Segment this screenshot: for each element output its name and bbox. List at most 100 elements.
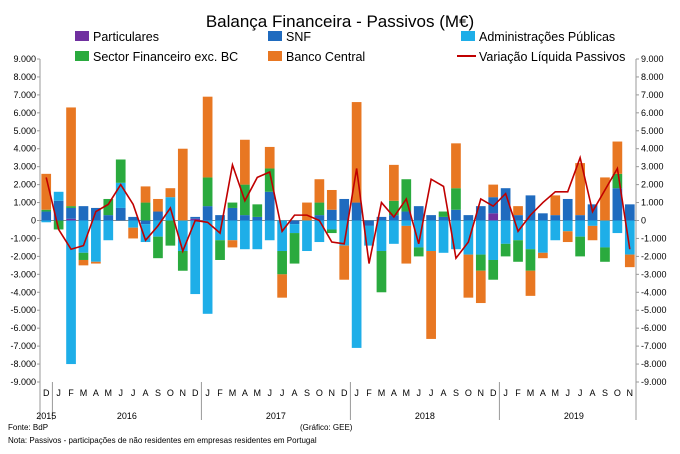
bar-particulares (488, 213, 499, 221)
y-tick-label-left: -8.000 (10, 359, 36, 369)
y-tick-label-right: 7.000 (641, 90, 664, 100)
bar-adm_publicas (426, 220, 436, 252)
x-year-label: 2019 (564, 411, 584, 421)
bar-banco_central (401, 225, 412, 264)
bar-snf (451, 209, 461, 221)
bar-snf (78, 206, 89, 221)
x-month-label: S (453, 388, 459, 398)
note-text: Nota: Passivos - participações de não re… (8, 436, 317, 445)
bar-banco_central (600, 177, 610, 221)
legend-label-particulares: Particulares (93, 30, 159, 44)
x-year-label: 2016 (117, 411, 137, 421)
bar-snf (264, 191, 275, 221)
bar-sector_fin (612, 173, 623, 189)
y-tick-label-left: 6.000 (13, 108, 36, 118)
bar-snf (215, 215, 225, 221)
y-tick-label-left: 5.000 (13, 126, 36, 136)
bar-snf (562, 198, 573, 221)
legend: Particulares SNF Administrações Públicas… (75, 30, 625, 64)
y-tick-label-left: 0 (31, 216, 36, 226)
x-month-label: M (105, 388, 113, 398)
bar-banco_central (277, 274, 287, 298)
bar-adm_publicas (264, 220, 275, 241)
bar-sector_fin (53, 220, 64, 230)
bar-snf (227, 207, 238, 221)
bar-banco_central (475, 270, 486, 304)
x-month-label: J (267, 388, 272, 398)
bar-sector_fin (78, 252, 89, 260)
bar-adm_publicas (389, 220, 399, 244)
x-year-label: 2018 (415, 411, 435, 421)
y-tick-label-right: 8.000 (641, 72, 664, 82)
bar-sector_fin (500, 243, 511, 257)
bar-sector_fin (575, 236, 585, 257)
bar-snf (252, 216, 263, 221)
x-month-label: S (155, 388, 161, 398)
y-tick-label-left: 7.000 (13, 90, 36, 100)
bar-snf (538, 213, 548, 221)
x-month-label: N (329, 388, 336, 398)
y-tick-label-left: -3.000 (10, 269, 36, 279)
bar-banco_central (513, 206, 523, 216)
bar-adm_publicas (401, 220, 412, 226)
legend-swatch-adm-publicas (461, 31, 475, 41)
legend-swatch-sector-fin (75, 51, 89, 61)
x-month-label: N (180, 388, 187, 398)
y-tick-label-left: 4.000 (13, 144, 36, 154)
bar-snf (140, 220, 151, 225)
legend-label-variacao: Variação Líquida Passivos (479, 50, 625, 64)
bar-sector_fin (600, 247, 610, 262)
x-month-label: N (478, 388, 485, 398)
bar-sector_fin (513, 240, 523, 262)
bar-adm_publicas (177, 220, 188, 252)
bar-banco_central (314, 179, 325, 203)
bar-banco_central (562, 231, 573, 243)
bar-adm_publicas (364, 225, 374, 246)
x-year-label: 2017 (266, 411, 286, 421)
y-tick-label-right: -6.000 (641, 323, 667, 333)
bar-banco_central (612, 141, 623, 174)
bar-snf (401, 211, 412, 221)
x-month-label: O (465, 388, 472, 398)
bar-sector_fin (115, 159, 126, 183)
bar-snf (240, 215, 250, 221)
bar-adm_publicas (600, 220, 610, 248)
y-tick-label-right: 5.000 (641, 126, 664, 136)
bar-sector_fin (413, 247, 424, 257)
bar-snf (624, 204, 635, 221)
y-tick-label-right: -2.000 (641, 251, 667, 261)
x-month-label: M (80, 388, 88, 398)
bar-banco_central (389, 164, 399, 201)
bar-particulares (190, 218, 201, 221)
bar-snf (413, 206, 424, 221)
legend-swatch-snf (268, 31, 282, 41)
bar-adm_publicas (240, 220, 250, 250)
bar-adm_publicas (587, 220, 598, 226)
bar-snf (525, 195, 536, 221)
bar-snf (376, 216, 387, 221)
bar-adm_publicas (451, 220, 461, 250)
bar-banco_central (78, 259, 89, 266)
credit-text: (Gráfico: GEE) (300, 423, 353, 432)
bar-adm_publicas (413, 220, 424, 248)
bar-banco_central (227, 240, 238, 248)
bar-snf (326, 209, 337, 221)
bar-sector_fin (202, 177, 213, 207)
bar-adm_publicas (227, 220, 238, 241)
bar-adm_publicas (314, 220, 325, 243)
bar-sector_fin (389, 200, 399, 216)
y-tick-label-left: -7.000 (10, 341, 36, 351)
x-month-label: A (540, 388, 546, 398)
bar-sector_fin (401, 179, 412, 212)
legend-label-adm-publicas: Administrações Públicas (479, 30, 615, 44)
bar-adm_publicas (575, 220, 585, 237)
x-month-label: J (429, 388, 434, 398)
y-tick-label-left: -6.000 (10, 323, 36, 333)
x-month-label: J (565, 388, 570, 398)
bar-banco_central (41, 173, 52, 210)
bar-banco_central (538, 252, 548, 259)
bar-adm_publicas (339, 220, 350, 246)
x-month-label: A (590, 388, 596, 398)
bar-sector_fin (165, 220, 176, 246)
y-tick-label-right: -4.000 (641, 287, 667, 297)
